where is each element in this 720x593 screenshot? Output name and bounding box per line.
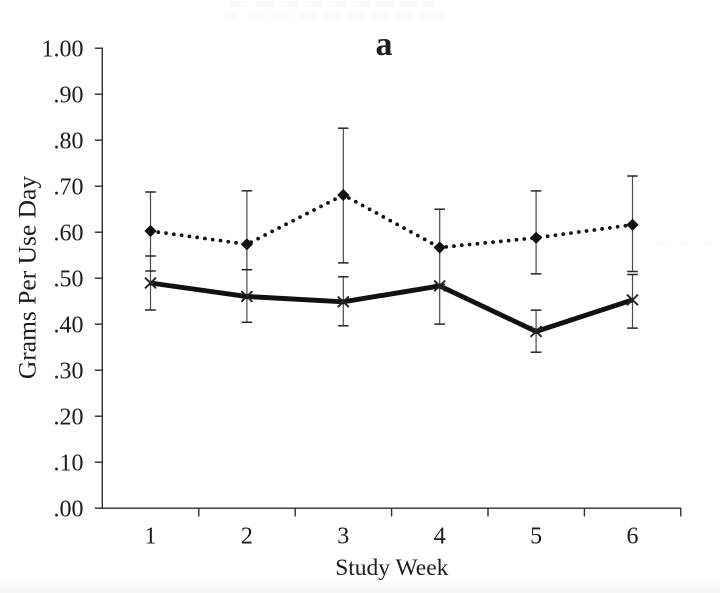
svg-text:1: 1 (145, 523, 157, 549)
svg-text:.70: .70 (54, 174, 84, 200)
svg-text:.00: .00 (54, 496, 84, 522)
svg-text:.10: .10 (54, 450, 84, 476)
svg-text:.90: .90 (54, 82, 84, 108)
svg-text:Grams Per Use Day: Grams Per Use Day (13, 176, 42, 379)
svg-text:.60: .60 (54, 220, 84, 246)
svg-text:.30: .30 (54, 358, 84, 384)
svg-text:.50: .50 (54, 266, 84, 292)
svg-text:3: 3 (337, 523, 349, 549)
svg-text:2: 2 (241, 523, 253, 549)
svg-text:6: 6 (627, 523, 639, 549)
svg-text:.80: .80 (54, 128, 84, 154)
svg-text:a: a (376, 26, 393, 63)
svg-text:5: 5 (530, 523, 542, 549)
svg-text:1.00: 1.00 (42, 36, 84, 62)
svg-text:.20: .20 (54, 404, 84, 430)
svg-text:Study Week: Study Week (335, 555, 448, 581)
svg-text:4: 4 (434, 523, 446, 549)
svg-text:.40: .40 (54, 312, 84, 338)
